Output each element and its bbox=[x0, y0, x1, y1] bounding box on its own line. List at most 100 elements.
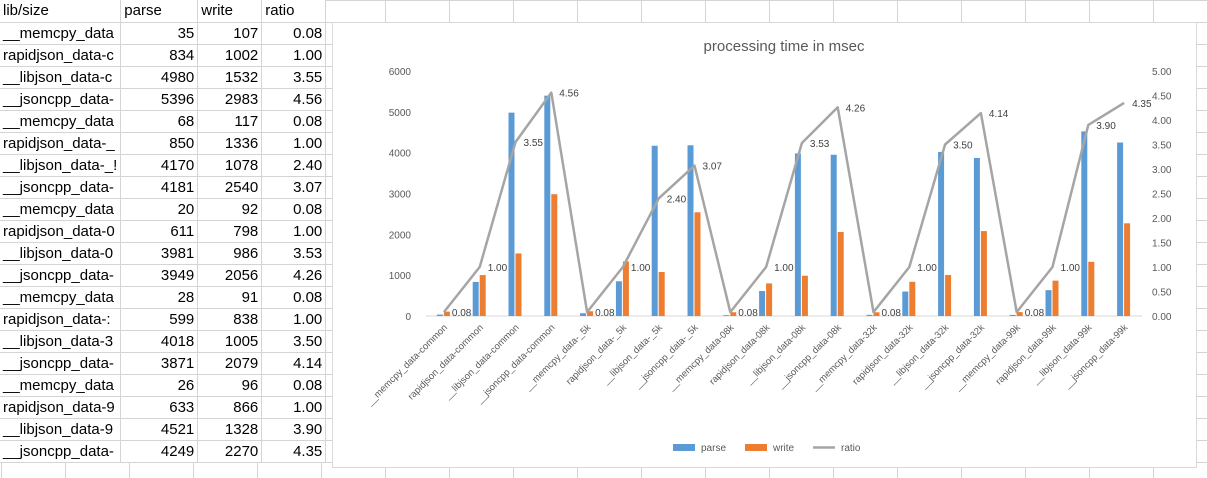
cell-parse[interactable]: 633 bbox=[120, 396, 199, 419]
cell-lib-size[interactable]: rapidjson_data-9 bbox=[0, 396, 122, 419]
bar-write bbox=[1052, 280, 1059, 316]
cell-lib-size[interactable]: __jsoncpp_data- bbox=[0, 440, 122, 463]
cell-parse[interactable]: 850 bbox=[120, 132, 199, 155]
cell-ratio[interactable]: 1.00 bbox=[261, 132, 327, 155]
cell-write[interactable]: 986 bbox=[197, 242, 263, 265]
cell-parse[interactable]: 3981 bbox=[120, 242, 199, 265]
cell-lib-size[interactable]: __libjson_data-9 bbox=[0, 418, 122, 441]
cell-write[interactable]: 2540 bbox=[197, 176, 263, 199]
cell-lib-size[interactable]: __libjson_data-c bbox=[0, 66, 122, 89]
cell-write[interactable]: 2983 bbox=[197, 88, 263, 111]
cell-write[interactable]: 866 bbox=[197, 396, 263, 419]
y-tick-left: 0 bbox=[405, 312, 411, 323]
cell-parse[interactable]: 35 bbox=[120, 22, 199, 45]
cell-write[interactable]: 1328 bbox=[197, 418, 263, 441]
cell-parse[interactable]: 4249 bbox=[120, 440, 199, 463]
cell-parse[interactable]: 834 bbox=[120, 44, 199, 67]
cell-lib-size[interactable]: __memcpy_data bbox=[0, 22, 122, 45]
cell-write[interactable]: 117 bbox=[197, 110, 263, 133]
cell-parse[interactable]: 26 bbox=[120, 374, 199, 397]
cell-ratio[interactable]: 3.55 bbox=[261, 66, 327, 89]
y-tick-right: 4.00 bbox=[1152, 116, 1172, 127]
bar-parse bbox=[508, 112, 515, 317]
cell-ratio[interactable]: 4.35 bbox=[261, 440, 327, 463]
cell-lib-size[interactable]: __jsoncpp_data- bbox=[0, 88, 122, 111]
cell-ratio[interactable]: 1.00 bbox=[261, 44, 327, 67]
x-tick-label: __libjson_data-08k bbox=[743, 322, 808, 387]
cell-ratio[interactable]: 1.00 bbox=[261, 396, 327, 419]
legend-swatch-parse bbox=[673, 444, 695, 451]
cell-lib-size[interactable]: rapidjson_data-c bbox=[0, 44, 122, 67]
cell-ratio[interactable]: 3.07 bbox=[261, 176, 327, 199]
cell-write[interactable]: 2079 bbox=[197, 352, 263, 375]
cell-write[interactable]: 1005 bbox=[197, 330, 263, 353]
cell-parse[interactable]: 4980 bbox=[120, 66, 199, 89]
bar-parse bbox=[472, 281, 479, 316]
cell-write[interactable]: 2056 bbox=[197, 264, 263, 287]
cell-ratio[interactable]: 2.40 bbox=[261, 154, 327, 177]
cell-parse[interactable]: 4181 bbox=[120, 176, 199, 199]
bar-write bbox=[443, 311, 450, 316]
cell-write[interactable]: 1078 bbox=[197, 154, 263, 177]
cell-write[interactable]: 107 bbox=[197, 22, 263, 45]
cell-lib-size[interactable]: __memcpy_data bbox=[0, 286, 122, 309]
cell-ratio[interactable]: 0.08 bbox=[261, 110, 327, 133]
cell-ratio[interactable]: 1.00 bbox=[261, 308, 327, 331]
cell-write[interactable]: 838 bbox=[197, 308, 263, 331]
cell-ratio[interactable]: 3.53 bbox=[261, 242, 327, 265]
cell-parse[interactable]: 3949 bbox=[120, 264, 199, 287]
cell-write[interactable]: 2270 bbox=[197, 440, 263, 463]
cell-ratio[interactable]: 0.08 bbox=[261, 286, 327, 309]
cell-parse[interactable]: 599 bbox=[120, 308, 199, 331]
cell-write[interactable]: 1336 bbox=[197, 132, 263, 155]
cell-parse[interactable]: 20 bbox=[120, 198, 199, 221]
chart-title: processing time in msec bbox=[704, 38, 865, 55]
cell-parse[interactable]: 28 bbox=[120, 286, 199, 309]
cell-lib-size[interactable]: rapidjson_data-: bbox=[0, 308, 122, 331]
y-tick-right: 3.00 bbox=[1152, 165, 1172, 176]
cell-write[interactable]: 798 bbox=[197, 220, 263, 243]
cell-write[interactable]: 1532 bbox=[197, 66, 263, 89]
x-tick-label: __jsoncpp_data-08k bbox=[775, 322, 844, 391]
data-label: 4.35 bbox=[1132, 99, 1152, 110]
cell-lib-size[interactable]: __jsoncpp_data- bbox=[0, 264, 122, 287]
cell-lib-size[interactable]: __memcpy_data bbox=[0, 374, 122, 397]
cell-ratio[interactable]: 0.08 bbox=[261, 374, 327, 397]
cell-ratio[interactable]: 4.14 bbox=[261, 352, 327, 375]
cell-parse[interactable]: 4521 bbox=[120, 418, 199, 441]
cell-ratio[interactable]: 4.26 bbox=[261, 264, 327, 287]
cell-parse[interactable]: 5396 bbox=[120, 88, 199, 111]
cell-ratio[interactable]: 0.08 bbox=[261, 22, 327, 45]
cell-parse[interactable]: 4170 bbox=[120, 154, 199, 177]
cell-lib-size[interactable]: rapidjson_data-_ bbox=[0, 132, 122, 155]
cell-lib-size[interactable]: __memcpy_data bbox=[0, 198, 122, 221]
cell-ratio[interactable]: 4.56 bbox=[261, 88, 327, 111]
header-cell[interactable]: lib/size bbox=[0, 0, 122, 23]
cell-write[interactable]: 96 bbox=[197, 374, 263, 397]
cell-lib-size[interactable]: rapidjson_data-0 bbox=[0, 220, 122, 243]
cell-parse[interactable]: 68 bbox=[120, 110, 199, 133]
bar-write bbox=[801, 275, 808, 316]
cell-lib-size[interactable]: __memcpy_data bbox=[0, 110, 122, 133]
cell-write[interactable]: 92 bbox=[197, 198, 263, 221]
cell-ratio[interactable]: 0.08 bbox=[261, 198, 327, 221]
cell-parse[interactable]: 611 bbox=[120, 220, 199, 243]
cell-ratio[interactable]: 3.90 bbox=[261, 418, 327, 441]
cell-parse[interactable]: 3871 bbox=[120, 352, 199, 375]
cell-ratio[interactable]: 3.50 bbox=[261, 330, 327, 353]
combo-chart[interactable]: processing time in msec 0 1000 2000 3000 4000… bbox=[332, 22, 1197, 468]
cell-write[interactable]: 91 bbox=[197, 286, 263, 309]
header-cell[interactable]: write bbox=[197, 0, 263, 23]
cell-lib-size[interactable]: __jsoncpp_data- bbox=[0, 176, 122, 199]
header-cell[interactable]: ratio bbox=[261, 0, 327, 23]
cell-parse[interactable]: 4018 bbox=[120, 330, 199, 353]
cell-lib-size[interactable]: __libjson_data-_! bbox=[0, 154, 122, 177]
header-cell[interactable]: parse bbox=[120, 0, 199, 23]
cell-ratio[interactable]: 1.00 bbox=[261, 220, 327, 243]
cell-lib-size[interactable]: __jsoncpp_data- bbox=[0, 352, 122, 375]
cell-lib-size[interactable]: __libjson_data-0 bbox=[0, 242, 122, 265]
cell-write[interactable]: 1002 bbox=[197, 44, 263, 67]
cell-lib-size[interactable]: __libjson_data-3 bbox=[0, 330, 122, 353]
y-tick-left: 3000 bbox=[389, 190, 412, 201]
